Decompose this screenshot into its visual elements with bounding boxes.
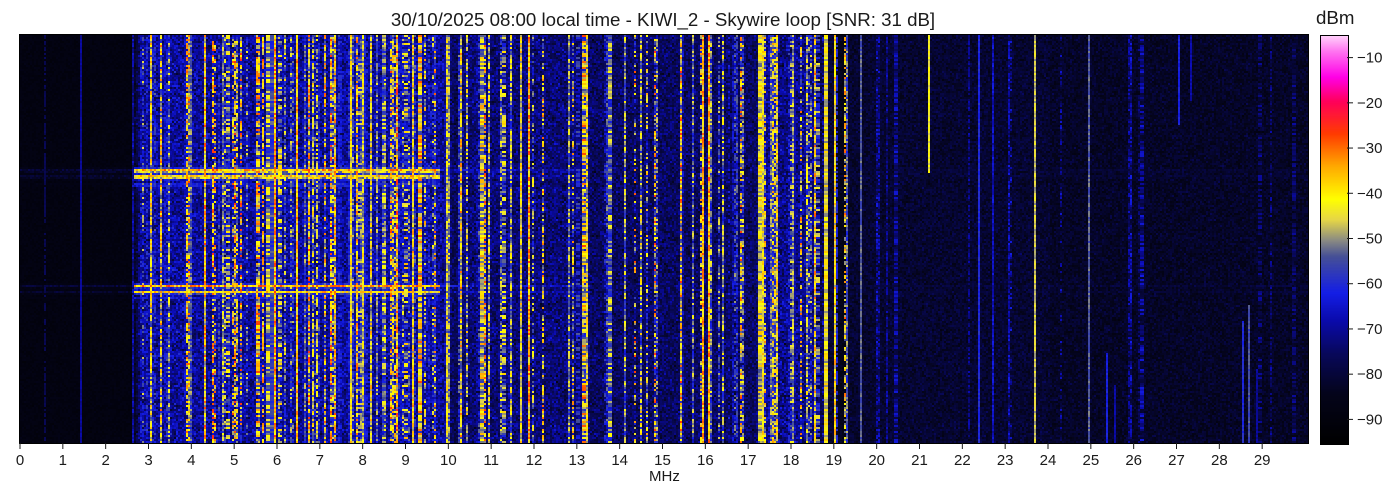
svg-text:28: 28 xyxy=(1211,452,1228,469)
svg-text:21: 21 xyxy=(911,452,928,469)
svg-text:18: 18 xyxy=(783,452,800,469)
svg-text:15: 15 xyxy=(654,452,671,469)
svg-text:10: 10 xyxy=(440,452,457,469)
svg-text:17: 17 xyxy=(740,452,757,469)
svg-text:26: 26 xyxy=(1125,452,1142,469)
svg-text:0: 0 xyxy=(16,452,24,469)
svg-text:27: 27 xyxy=(1168,452,1185,469)
svg-text:7: 7 xyxy=(316,452,324,469)
svg-text:24: 24 xyxy=(1040,452,1057,469)
svg-text:−20: −20 xyxy=(1357,95,1382,112)
svg-text:23: 23 xyxy=(997,452,1014,469)
svg-text:−90: −90 xyxy=(1357,411,1382,428)
svg-text:25: 25 xyxy=(1082,452,1099,469)
svg-text:−50: −50 xyxy=(1357,231,1382,248)
svg-text:19: 19 xyxy=(825,452,842,469)
svg-text:−80: −80 xyxy=(1357,366,1382,383)
svg-text:29: 29 xyxy=(1254,452,1271,469)
svg-text:14: 14 xyxy=(611,452,628,469)
svg-text:16: 16 xyxy=(697,452,714,469)
svg-text:−70: −70 xyxy=(1357,321,1382,338)
svg-text:3: 3 xyxy=(144,452,152,469)
svg-text:6: 6 xyxy=(273,452,281,469)
svg-text:12: 12 xyxy=(526,452,543,469)
svg-text:22: 22 xyxy=(954,452,971,469)
svg-text:8: 8 xyxy=(358,452,366,469)
svg-text:−10: −10 xyxy=(1357,50,1382,67)
svg-text:1: 1 xyxy=(59,452,67,469)
svg-text:2: 2 xyxy=(101,452,109,469)
svg-text:−30: −30 xyxy=(1357,140,1382,157)
svg-text:−40: −40 xyxy=(1357,185,1382,202)
svg-text:−60: −60 xyxy=(1357,276,1382,293)
svg-text:20: 20 xyxy=(868,452,885,469)
svg-text:9: 9 xyxy=(401,452,409,469)
svg-text:13: 13 xyxy=(568,452,585,469)
svg-text:5: 5 xyxy=(230,452,238,469)
svg-text:4: 4 xyxy=(187,452,195,469)
svg-text:11: 11 xyxy=(483,452,499,469)
